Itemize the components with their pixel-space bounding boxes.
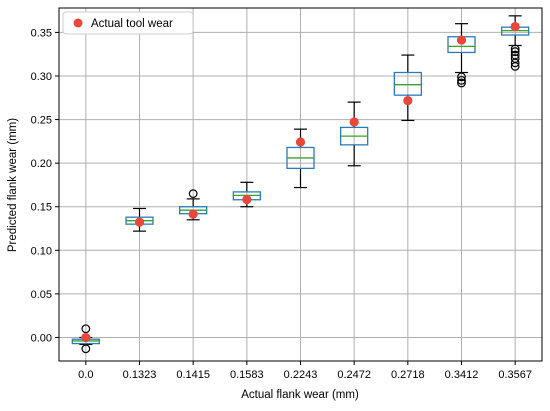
outlier-point	[510, 44, 520, 54]
actual-tool-wear-point	[510, 21, 520, 32]
box-iqr	[393, 71, 422, 96]
actual-tool-wear-point	[456, 35, 467, 45]
box-plot	[393, 54, 422, 122]
outlier-point	[510, 61, 520, 71]
actual-tool-wear-point	[295, 137, 306, 147]
x-axis-ticks: 0.0 0.1323 0.1415 0.1583 0.2243 0.2472 0.2718 0…	[78, 361, 532, 381]
outlier-point	[81, 344, 91, 354]
x-tick-label: 0.1415	[176, 369, 210, 381]
x-tick-label: 0.3412	[445, 369, 479, 381]
outlier-point	[457, 75, 466, 85]
x-tick-label: 0.1583	[230, 369, 264, 381]
legend-marker-actual-tool-wear	[73, 18, 83, 28]
outlier-point	[457, 78, 466, 88]
y-axis-ticks: 0.00 0.05 0.10 0.15 0.20 0.25 0.30 0.35	[31, 27, 59, 344]
y-tick-label: 0.30	[31, 71, 52, 83]
outlier-point	[510, 58, 520, 68]
actual-tool-wear-point	[188, 209, 198, 219]
y-tick-label: 0.35	[31, 27, 52, 39]
legend-label-actual-tool-wear: Actual tool wear	[91, 18, 173, 30]
actual-tool-wear-point	[349, 117, 359, 127]
x-tick-label: 0.3567	[498, 369, 532, 381]
outlier-point	[188, 189, 198, 199]
y-tick-label: 0.15	[31, 202, 52, 214]
x-tick-label: 0.0	[78, 369, 93, 381]
y-tick-label: 0.00	[31, 332, 52, 344]
y-tick-label: 0.25	[31, 115, 52, 127]
actual-tool-wear-point	[242, 194, 252, 205]
actual-tool-wear-point	[134, 217, 145, 227]
actual-tool-wear-point	[81, 332, 91, 343]
outlier-point	[457, 72, 466, 82]
x-tick-label: 0.2472	[337, 369, 371, 381]
x-axis-label: Actual flank wear (mm)	[241, 389, 359, 401]
y-tick-label: 0.20	[31, 158, 52, 170]
y-tick-label: 0.10	[31, 245, 52, 257]
y-tick-label: 0.05	[31, 289, 52, 301]
legend: Actual tool wear	[62, 11, 194, 35]
x-tick-label: 0.1323	[123, 369, 157, 381]
y-axis-label: Predicted flank wear (mm)	[7, 118, 19, 252]
legend-frame	[62, 11, 194, 35]
outlier-point	[510, 47, 520, 56]
actual-tool-wear-series	[81, 21, 520, 343]
x-tick-label: 0.2718	[391, 369, 425, 381]
actual-tool-wear-point	[403, 95, 413, 106]
outlier-point	[81, 324, 91, 334]
x-tick-label: 0.2243	[284, 369, 318, 381]
